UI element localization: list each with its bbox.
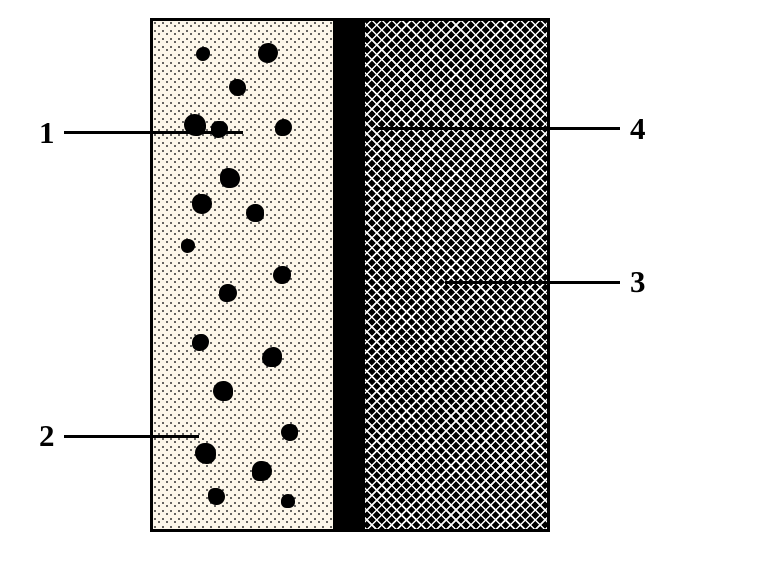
label-4: 4 [630, 111, 646, 147]
particle-dot [211, 121, 228, 138]
leader-line-2 [64, 435, 199, 438]
leader-line-4 [378, 127, 620, 130]
particle-dot [281, 494, 295, 508]
particle-dot [196, 47, 210, 61]
particle-dot [181, 239, 195, 253]
particle-dot [246, 204, 264, 222]
particle-dot [192, 334, 209, 351]
layer-4-black [333, 21, 365, 529]
particle-dot [252, 461, 272, 481]
diagram-frame [150, 18, 550, 532]
particle-dot [273, 266, 291, 284]
particle-dot [208, 488, 225, 505]
particle-dot [220, 168, 240, 188]
label-2: 2 [39, 418, 55, 454]
particle-dot [195, 443, 216, 464]
particle-dot [258, 43, 278, 63]
label-1: 1 [39, 115, 55, 151]
particle-dot [229, 79, 246, 96]
particle-dot [262, 347, 282, 367]
leader-line-1 [64, 131, 243, 134]
particle-dot [219, 284, 237, 302]
leader-line-3 [445, 281, 620, 284]
particle-dot [192, 194, 212, 214]
label-3: 3 [630, 264, 646, 300]
particle-dot [213, 381, 233, 401]
particle-dot [281, 424, 298, 441]
layer-1-stippled [153, 21, 333, 529]
layer-3-crosshatch [365, 21, 547, 529]
particle-dot [275, 119, 292, 136]
